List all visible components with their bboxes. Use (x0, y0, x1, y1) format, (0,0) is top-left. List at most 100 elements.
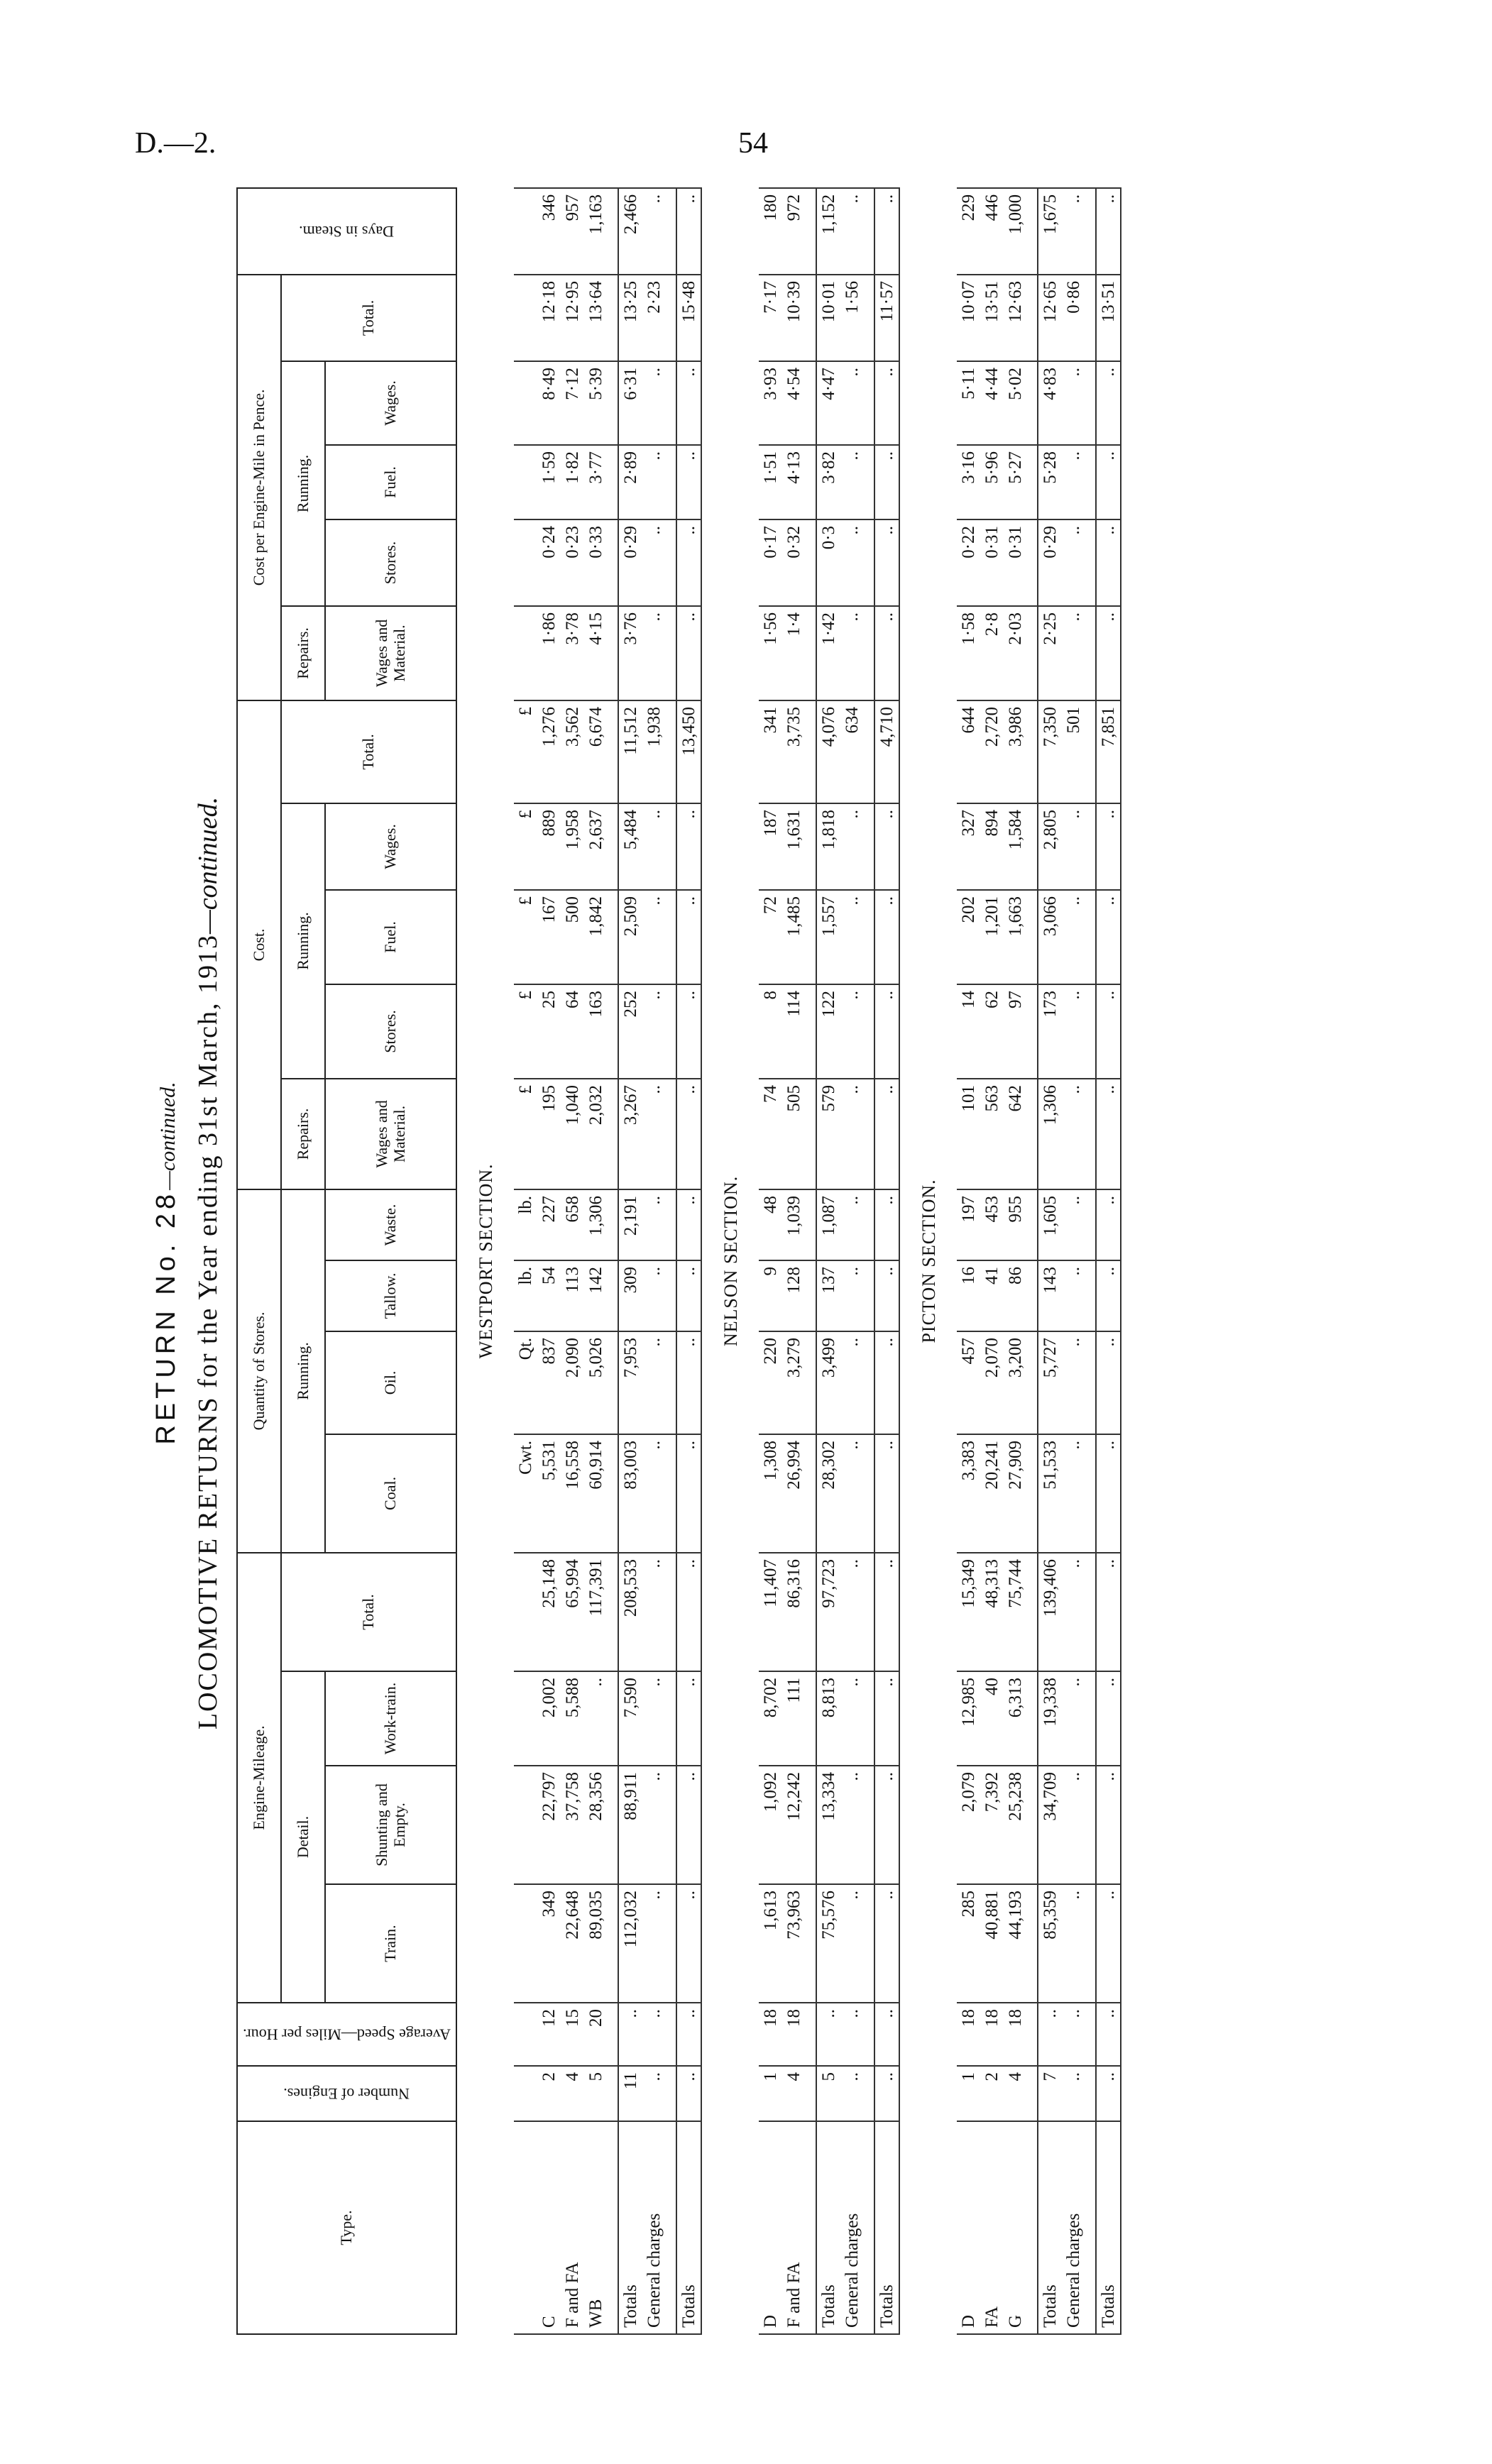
table-cell: 22,797 (537, 1766, 561, 1884)
table-cell: .. (676, 2003, 701, 2066)
table-cell: 5 (816, 2066, 840, 2121)
spacer-cell (864, 605, 874, 700)
table-cell: 1,557 (816, 889, 840, 984)
spacer-cell (1027, 700, 1038, 803)
table-cell: 167 (537, 889, 561, 984)
table-cell: 0·32 (782, 519, 806, 606)
spacer-cell (666, 1552, 676, 1671)
table-cell: .. (642, 605, 666, 700)
spacer-cell (864, 2066, 874, 2121)
table-cell: 1,631 (782, 803, 806, 890)
spacer-cell (806, 274, 816, 361)
spacer-cell (1027, 1331, 1038, 1434)
table-cell: .. (1096, 361, 1121, 445)
spacer-cell (864, 1766, 874, 1884)
spacer-cell (608, 1260, 618, 1331)
header-engine-mileage: Engine-Mileage. (237, 1552, 281, 2003)
table-cell: .. (816, 2003, 840, 2066)
header-cost-wages: Wages. (325, 803, 456, 890)
table-cell: 112,032 (618, 1884, 642, 2003)
table-cell: 0·86 (1062, 274, 1085, 361)
spacer-cell (1027, 187, 1038, 275)
table-cell: 10·01 (816, 274, 840, 361)
return-label: RETURN No. 28 (151, 1189, 181, 1445)
table-cell: 5,531 (537, 1434, 561, 1553)
spacer-cell (608, 2003, 618, 2066)
table-cell: .. (1096, 1434, 1121, 1553)
spacer-cell (806, 444, 816, 519)
unit-label: £ (514, 889, 537, 984)
table-cell: 500 (561, 889, 584, 984)
table-cell: 1·82 (561, 444, 584, 519)
table-cell: .. (1062, 444, 1085, 519)
general-charges-row: General charges.........................… (642, 187, 666, 2334)
row-type: General charges (1062, 2121, 1085, 2334)
unit-label: Cwt. (514, 1434, 537, 1553)
table-cell: .. (840, 1331, 864, 1434)
table-cell: .. (840, 1078, 864, 1189)
spacer-row (864, 187, 874, 2334)
table-row: F and FA 4 15 22,648 37,758 5,588 65,994 16,558… (561, 187, 584, 2334)
table-cell: .. (1062, 889, 1085, 984)
header-avg-speed: Average Speed—Miles per Hour. (237, 2003, 456, 2066)
table-cell: 4·83 (1038, 361, 1062, 445)
table-cell: 1,818 (816, 803, 840, 890)
table-cell: 2·8 (980, 605, 1004, 700)
table-cell: .. (1062, 519, 1085, 606)
general-charges-row: General charges.........................… (840, 187, 864, 2334)
spacer-cell (666, 1078, 676, 1189)
header-cost-running: Running. (281, 803, 325, 1079)
spacer-cell (608, 1078, 618, 1189)
table-cell: 0·3 (816, 519, 840, 606)
table-cell: 349 (537, 1884, 561, 2003)
spacer-cell (1085, 2066, 1096, 2121)
header-pence-fuel: Fuel. (325, 444, 456, 519)
table-row: C 2 12 349 22,797 2,002 25,148 5,531 837 54 227 195… (537, 187, 561, 2334)
header-pence-wages: Wages. (325, 361, 456, 445)
table-cell: .. (840, 1260, 864, 1331)
spacer-cell (608, 1766, 618, 1884)
spacer-cell (1085, 1766, 1096, 1884)
table-cell: 6,313 (1004, 1671, 1027, 1766)
spacer-cell (864, 1552, 874, 1671)
spacer-cell (608, 803, 618, 890)
table-cell: 1,842 (584, 889, 608, 984)
table-cell: 122 (816, 984, 840, 1079)
table-cell: 0·24 (537, 519, 561, 606)
table-cell: 0·31 (980, 519, 1004, 606)
table-cell: 7 (1038, 2066, 1062, 2121)
table-cell: 0·22 (957, 519, 980, 606)
table-cell: 25,238 (1004, 1766, 1027, 1884)
table-cell: 4·13 (782, 444, 806, 519)
table-cell: .. (1096, 444, 1121, 519)
table-cell: 1,000 (1004, 187, 1027, 275)
table-cell: 4·54 (782, 361, 806, 445)
table-cell: .. (584, 1671, 608, 1766)
table-cell: 18 (759, 2003, 782, 2066)
header-coal: Coal. (325, 1434, 456, 1553)
table-cell: 89,035 (584, 1884, 608, 2003)
table-cell: 327 (957, 803, 980, 890)
table-cell: 5,026 (584, 1331, 608, 1434)
table-cell: .. (840, 1884, 864, 2003)
table-cell: .. (642, 984, 666, 1079)
table-cell: .. (676, 803, 701, 890)
table-cell: 7·12 (561, 361, 584, 445)
table-cell: 972 (782, 187, 806, 275)
table-cell: 48,313 (980, 1552, 1004, 1671)
table-cell: .. (1096, 519, 1121, 606)
spacer-cell (864, 274, 874, 361)
table-cell: 16,558 (561, 1434, 584, 1553)
table-cell: 5·27 (1004, 444, 1027, 519)
spacer-cell (1085, 444, 1096, 519)
table-cell: 60,914 (584, 1434, 608, 1553)
table-cell: 9 (759, 1260, 782, 1331)
table-cell: 658 (561, 1189, 584, 1260)
table-cell: 40 (980, 1671, 1004, 1766)
table-cell: 12,985 (957, 1671, 980, 1766)
spacer-cell (608, 889, 618, 984)
unit-label (514, 444, 537, 519)
table-cell: 7·17 (759, 274, 782, 361)
table-cell: 15·48 (676, 274, 701, 361)
table-cell: .. (874, 519, 899, 606)
